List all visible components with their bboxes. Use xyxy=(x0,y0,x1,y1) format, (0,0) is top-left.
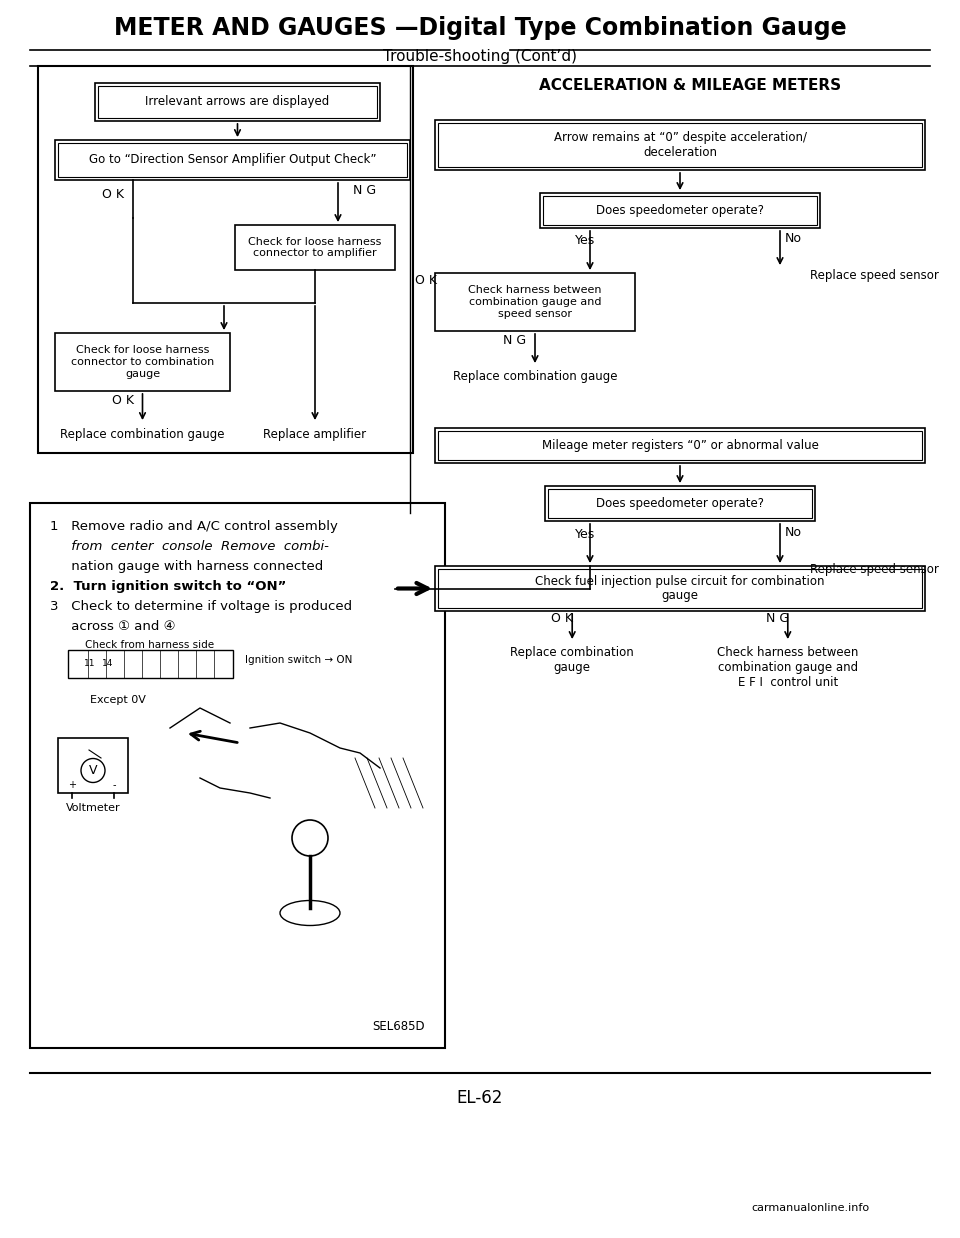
Text: EL-62: EL-62 xyxy=(457,1089,503,1107)
Text: V: V xyxy=(88,764,97,777)
Text: Check from harness side: Check from harness side xyxy=(85,640,214,650)
Bar xyxy=(548,489,812,517)
Bar xyxy=(438,569,922,608)
Text: Does speedometer operate?: Does speedometer operate? xyxy=(596,204,764,217)
Bar xyxy=(30,503,445,1049)
Text: 3   Check to determine if voltage is produced: 3 Check to determine if voltage is produ… xyxy=(50,600,352,613)
Text: 2.  Turn ignition switch to “ON”: 2. Turn ignition switch to “ON” xyxy=(50,579,286,593)
Text: Check harness between
combination gauge and
speed sensor: Check harness between combination gauge … xyxy=(468,286,602,318)
Bar xyxy=(438,431,922,461)
Text: Check harness between
combination gauge and
E F I  control unit: Check harness between combination gauge … xyxy=(717,646,858,690)
Bar xyxy=(235,225,395,270)
Text: O K: O K xyxy=(551,612,573,624)
Text: No: No xyxy=(785,525,802,539)
Text: 14: 14 xyxy=(103,660,113,669)
Text: across ① and ④: across ① and ④ xyxy=(50,620,176,633)
Text: ACCELERATION & MILEAGE METERS: ACCELERATION & MILEAGE METERS xyxy=(539,78,841,94)
Bar xyxy=(543,196,817,225)
Bar xyxy=(540,193,820,228)
Text: Check for loose harness
connector to combination
gauge: Check for loose harness connector to com… xyxy=(71,345,214,379)
Text: O K: O K xyxy=(111,394,133,406)
Text: SEL685D: SEL685D xyxy=(372,1020,425,1032)
Bar xyxy=(58,144,407,177)
Text: nation gauge with harness connected: nation gauge with harness connected xyxy=(50,560,324,573)
Bar xyxy=(545,487,815,521)
Text: Check fuel injection pulse circuit for combination
gauge: Check fuel injection pulse circuit for c… xyxy=(536,574,825,603)
Text: Arrow remains at “0” despite acceleration/
deceleration: Arrow remains at “0” despite acceleratio… xyxy=(554,131,806,158)
Text: O K: O K xyxy=(415,274,437,286)
Text: Replace speed sensor: Replace speed sensor xyxy=(810,270,939,282)
Bar xyxy=(58,738,128,794)
Text: from  center  console  Remove  combi-: from center console Remove combi- xyxy=(50,540,329,553)
Text: Irrelevant arrows are displayed: Irrelevant arrows are displayed xyxy=(145,95,329,109)
Text: N G: N G xyxy=(353,183,376,197)
Text: 1   Remove radio and A/C control assembly: 1 Remove radio and A/C control assembly xyxy=(50,520,338,534)
Text: Mileage meter registers “0” or abnormal value: Mileage meter registers “0” or abnormal … xyxy=(541,439,819,452)
Text: No: No xyxy=(785,232,802,244)
Bar xyxy=(38,66,413,453)
Text: N G: N G xyxy=(503,334,527,348)
Text: O K: O K xyxy=(102,188,124,202)
Text: +: + xyxy=(68,780,76,790)
Bar xyxy=(98,85,377,118)
Text: Does speedometer operate?: Does speedometer operate? xyxy=(596,496,764,510)
Bar xyxy=(435,428,925,463)
Text: METER AND GAUGES —Digital Type Combination Gauge: METER AND GAUGES —Digital Type Combinati… xyxy=(113,16,847,40)
Text: Replace speed sensor: Replace speed sensor xyxy=(810,563,939,577)
Bar xyxy=(55,140,410,180)
Text: Replace combination gauge: Replace combination gauge xyxy=(453,370,617,383)
Text: Voltmeter: Voltmeter xyxy=(65,803,120,813)
Text: Replace amplifier: Replace amplifier xyxy=(263,428,367,441)
Bar xyxy=(95,83,380,121)
Text: Go to “Direction Sensor Amplifier Output Check”: Go to “Direction Sensor Amplifier Output… xyxy=(88,154,376,166)
Text: Yes: Yes xyxy=(575,234,595,248)
Bar xyxy=(438,123,922,167)
Text: Trouble-shooting (Cont’d): Trouble-shooting (Cont’d) xyxy=(383,48,577,63)
Text: Check for loose harness
connector to amplifier: Check for loose harness connector to amp… xyxy=(249,236,382,259)
Bar xyxy=(55,333,230,391)
Text: Except 0V: Except 0V xyxy=(90,695,146,704)
Text: Ignition switch → ON: Ignition switch → ON xyxy=(245,655,352,665)
Bar xyxy=(435,566,925,612)
Bar xyxy=(68,650,233,678)
Bar xyxy=(435,120,925,170)
Bar xyxy=(435,274,635,331)
Text: N G: N G xyxy=(766,612,789,624)
Text: -: - xyxy=(112,780,116,790)
Text: Yes: Yes xyxy=(575,529,595,541)
Text: 11: 11 xyxy=(84,660,96,669)
Text: Replace combination gauge: Replace combination gauge xyxy=(60,428,225,441)
Text: Replace combination
gauge: Replace combination gauge xyxy=(511,646,634,673)
Text: carmanualonline.info: carmanualonline.info xyxy=(752,1203,870,1213)
